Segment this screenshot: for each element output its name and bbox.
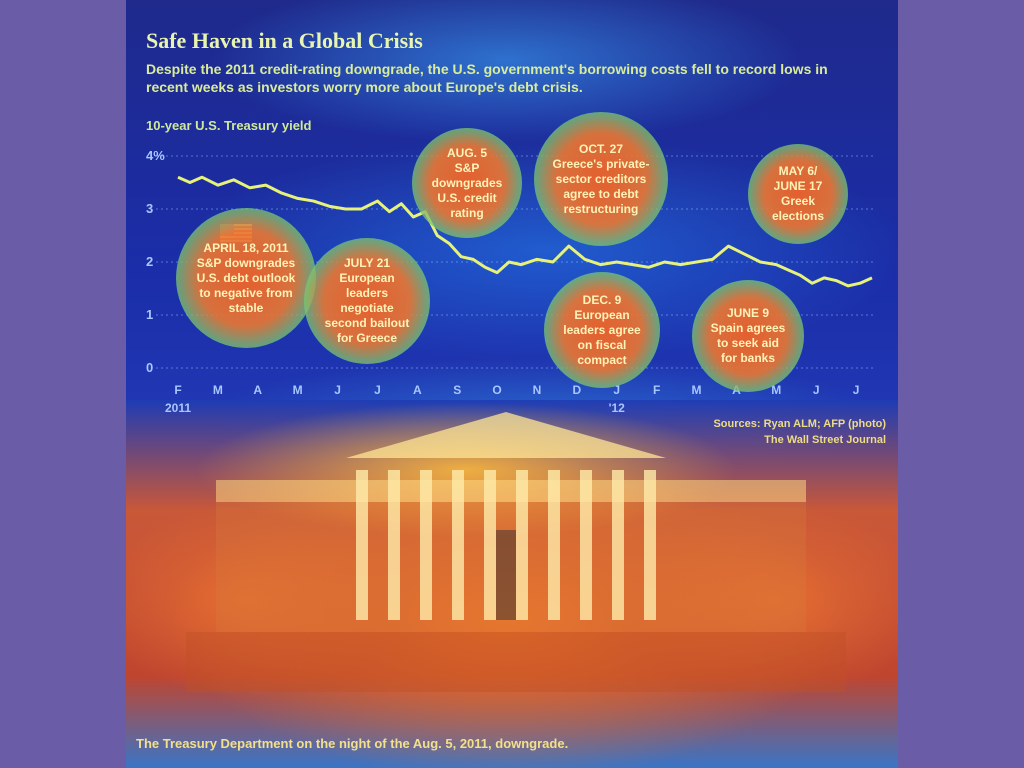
annotation-bubble-june-9: JUNE 9 Spain agrees to seek aid for bank… xyxy=(692,280,804,392)
x-tick-label: J xyxy=(813,383,820,397)
x-tick-label: J xyxy=(374,383,381,397)
infographic-panel: Safe Haven in a Global Crisis Despite th… xyxy=(126,0,898,768)
annotation-date: JULY 21 xyxy=(343,256,391,270)
building-steps xyxy=(186,632,846,692)
x-tick-label: O xyxy=(492,383,501,397)
annotation-bubble-april-18: APRIL 18, 2011 S&P downgrades U.S. debt o… xyxy=(176,208,316,348)
statue xyxy=(496,530,516,620)
y-tick-label: 2 xyxy=(146,254,153,269)
annotation-bubble-oct-27: OCT. 27 Greece's private-sector creditor… xyxy=(534,112,668,246)
annotation-text: Greek elections xyxy=(771,194,825,223)
annotation-text: European leaders negotiate second bailou… xyxy=(324,271,410,345)
x-tick-label: J xyxy=(853,383,860,397)
x-tick-label: F xyxy=(653,383,660,397)
annotation-date: DEC. 9 xyxy=(582,292,622,307)
publisher-line: The Wall Street Journal xyxy=(764,434,886,446)
yield-series-line xyxy=(177,175,873,288)
treasury-building-illustration xyxy=(186,412,846,692)
page-subtitle: Despite the 2011 credit-rating downgrade… xyxy=(146,61,828,95)
annotation-date: JUNE 9 xyxy=(726,306,770,320)
photo-caption: The Treasury Department on the night of … xyxy=(136,736,569,751)
annotation-text: S&P downgrades U.S. credit rating xyxy=(431,160,503,220)
x-tick-label: J xyxy=(613,383,620,397)
x-tick-label: J xyxy=(334,383,341,397)
building-pediment xyxy=(346,412,666,458)
annotation-bubble-dec-9: DEC. 9 European leaders agree on fiscal … xyxy=(544,272,660,388)
annotation-date: OCT. 27 xyxy=(578,141,623,156)
x-tick-label: N xyxy=(533,383,542,397)
x-tick-label: S xyxy=(453,383,461,397)
x-tick-label: M xyxy=(213,383,223,397)
annotation-date: MAY 6/ JUNE 17 xyxy=(773,164,823,193)
x-year-label: 2011 xyxy=(165,401,191,415)
x-tick-label: M xyxy=(692,383,702,397)
y-tick-label: 4% xyxy=(146,148,165,163)
x-tick-label: M xyxy=(293,383,303,397)
building-columns xyxy=(356,470,656,620)
sources-line: Sources: Ryan ALM; AFP (photo) xyxy=(713,418,886,430)
x-tick-label: A xyxy=(413,383,422,397)
annotation-bubble-aug-5: AUG. 5 S&P downgrades U.S. credit rating xyxy=(412,128,522,238)
annotation-bubble-july-21: JULY 21 European leaders negotiate secon… xyxy=(304,238,430,364)
annotation-date: APRIL 18, 2011 xyxy=(203,240,289,255)
annotation-text: European leaders agree on fiscal compact xyxy=(563,307,641,367)
y-tick-label: 0 xyxy=(146,360,153,375)
chart-y-axis-label: 10-year U.S. Treasury yield xyxy=(146,118,312,133)
y-tick-label: 3 xyxy=(146,201,153,216)
annotation-text: Greece's private-sector creditors agree … xyxy=(552,156,650,216)
annotation-text: S&P downgrades U.S. debt outlook to nega… xyxy=(196,255,296,315)
annotation-date: AUG. 5 xyxy=(446,145,487,160)
page-title: Safe Haven in a Global Crisis xyxy=(146,28,423,53)
x-tick-label: A xyxy=(253,383,262,397)
x-tick-label: D xyxy=(573,383,582,397)
x-tick-label: M xyxy=(771,383,781,397)
building-cornice xyxy=(216,480,806,502)
annotation-bubble-may-6-june-17: MAY 6/ JUNE 17 Greek elections xyxy=(748,144,848,244)
y-tick-label: 1 xyxy=(146,307,153,322)
chart-sources: Sources: Ryan ALM; AFP (photo) The Wall … xyxy=(713,416,886,448)
x-year-label: '12 xyxy=(609,401,626,415)
annotation-text: Spain agrees to seek aid for banks xyxy=(710,321,786,365)
x-tick-label: F xyxy=(174,383,181,397)
